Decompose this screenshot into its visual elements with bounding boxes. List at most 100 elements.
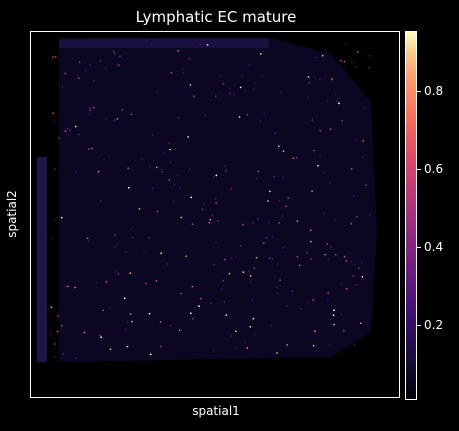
colorbar-tick-label: 0.8 bbox=[424, 84, 444, 98]
spot-point bbox=[115, 270, 117, 273]
spot-point bbox=[53, 356, 56, 358]
spot-point bbox=[104, 67, 107, 70]
spot-point bbox=[296, 256, 299, 258]
spot-point bbox=[368, 213, 371, 216]
spot-point bbox=[99, 59, 102, 62]
spot-point bbox=[105, 118, 107, 120]
spot-point bbox=[292, 157, 295, 160]
spot-point bbox=[83, 331, 86, 334]
spot-point bbox=[84, 69, 87, 72]
spot-point bbox=[64, 72, 67, 75]
spot-point bbox=[204, 114, 206, 117]
spot-point bbox=[179, 187, 182, 190]
spot-point bbox=[307, 76, 310, 78]
spot-point bbox=[99, 199, 102, 202]
spot-point bbox=[246, 113, 249, 116]
spot-point bbox=[278, 222, 281, 224]
spot-point bbox=[187, 136, 190, 138]
spot-point bbox=[223, 258, 226, 261]
tissue-edge-band bbox=[37, 157, 47, 362]
colorbar-tick-label: 0.4 bbox=[424, 240, 444, 254]
spot-point bbox=[252, 317, 255, 320]
spot-point bbox=[253, 267, 256, 269]
spot-point bbox=[232, 94, 235, 96]
spot-point bbox=[212, 175, 215, 178]
spot-point bbox=[114, 234, 116, 237]
spot-point bbox=[159, 321, 162, 323]
spot-point bbox=[109, 348, 112, 351]
spot-point bbox=[92, 106, 95, 109]
spot-point bbox=[333, 323, 335, 326]
spot-point bbox=[333, 219, 336, 221]
spot-point bbox=[177, 117, 180, 119]
spot-point bbox=[125, 250, 128, 253]
spot-point bbox=[285, 205, 287, 208]
spot-point bbox=[160, 345, 162, 348]
spot-point bbox=[199, 297, 202, 300]
spot-point bbox=[87, 240, 90, 243]
spot-point bbox=[343, 255, 346, 258]
spot-point bbox=[253, 333, 256, 336]
spot-point bbox=[131, 236, 134, 239]
spot-point bbox=[362, 155, 364, 158]
spot-point bbox=[350, 260, 353, 263]
spot-point bbox=[350, 223, 353, 225]
spot-point bbox=[332, 314, 335, 317]
spot-point bbox=[309, 229, 312, 232]
spot-point bbox=[169, 324, 172, 327]
spot-point bbox=[308, 81, 311, 84]
spot-point bbox=[328, 182, 331, 185]
spot-point bbox=[116, 118, 119, 120]
tissue-edge-band bbox=[59, 38, 269, 48]
spot-point bbox=[234, 256, 237, 258]
spot-point bbox=[251, 221, 254, 224]
plot-area bbox=[30, 31, 400, 398]
spot-point bbox=[276, 292, 279, 294]
spot-point bbox=[365, 184, 368, 187]
spot-point bbox=[123, 297, 126, 300]
spot-point bbox=[206, 44, 209, 46]
spot-point bbox=[148, 166, 151, 168]
spot-point bbox=[250, 281, 252, 283]
spot-point bbox=[114, 246, 116, 249]
spot-point bbox=[60, 216, 63, 219]
spot-point bbox=[271, 257, 274, 260]
spot-point bbox=[213, 263, 216, 266]
spot-point bbox=[229, 93, 231, 95]
spot-point bbox=[201, 208, 204, 211]
spot-point bbox=[182, 68, 184, 70]
spot-point bbox=[326, 243, 329, 246]
spot-point bbox=[333, 309, 335, 312]
spot-point bbox=[168, 142, 171, 145]
spot-point bbox=[368, 54, 371, 57]
colorbar-tick-label: 0.6 bbox=[424, 162, 444, 176]
spot-point bbox=[127, 167, 130, 170]
spot-point bbox=[178, 329, 181, 331]
spot-point bbox=[300, 307, 302, 310]
spot-point bbox=[129, 272, 132, 275]
spot-point bbox=[56, 330, 59, 333]
spot-point bbox=[129, 313, 132, 315]
spot-point bbox=[86, 237, 89, 240]
spot-point bbox=[76, 74, 79, 77]
spot-point bbox=[78, 133, 80, 136]
x-axis-label: spatial1 bbox=[192, 404, 240, 418]
spot-point bbox=[185, 255, 188, 258]
spot-point bbox=[352, 275, 355, 277]
spot-point bbox=[235, 347, 238, 350]
spot-point bbox=[225, 314, 228, 316]
spot-point bbox=[121, 108, 124, 111]
spot-point bbox=[68, 129, 71, 131]
spot-point bbox=[327, 299, 329, 302]
spot-point bbox=[210, 302, 213, 305]
spot-point bbox=[168, 179, 171, 182]
spot-point bbox=[255, 256, 258, 259]
spot-point bbox=[309, 240, 312, 243]
spot-point bbox=[291, 290, 294, 293]
spot-point bbox=[336, 100, 339, 103]
spot-point bbox=[309, 258, 312, 261]
spot-point bbox=[287, 197, 290, 200]
spot-point bbox=[180, 292, 183, 295]
spot-point bbox=[357, 267, 360, 269]
spot-point bbox=[149, 353, 152, 356]
